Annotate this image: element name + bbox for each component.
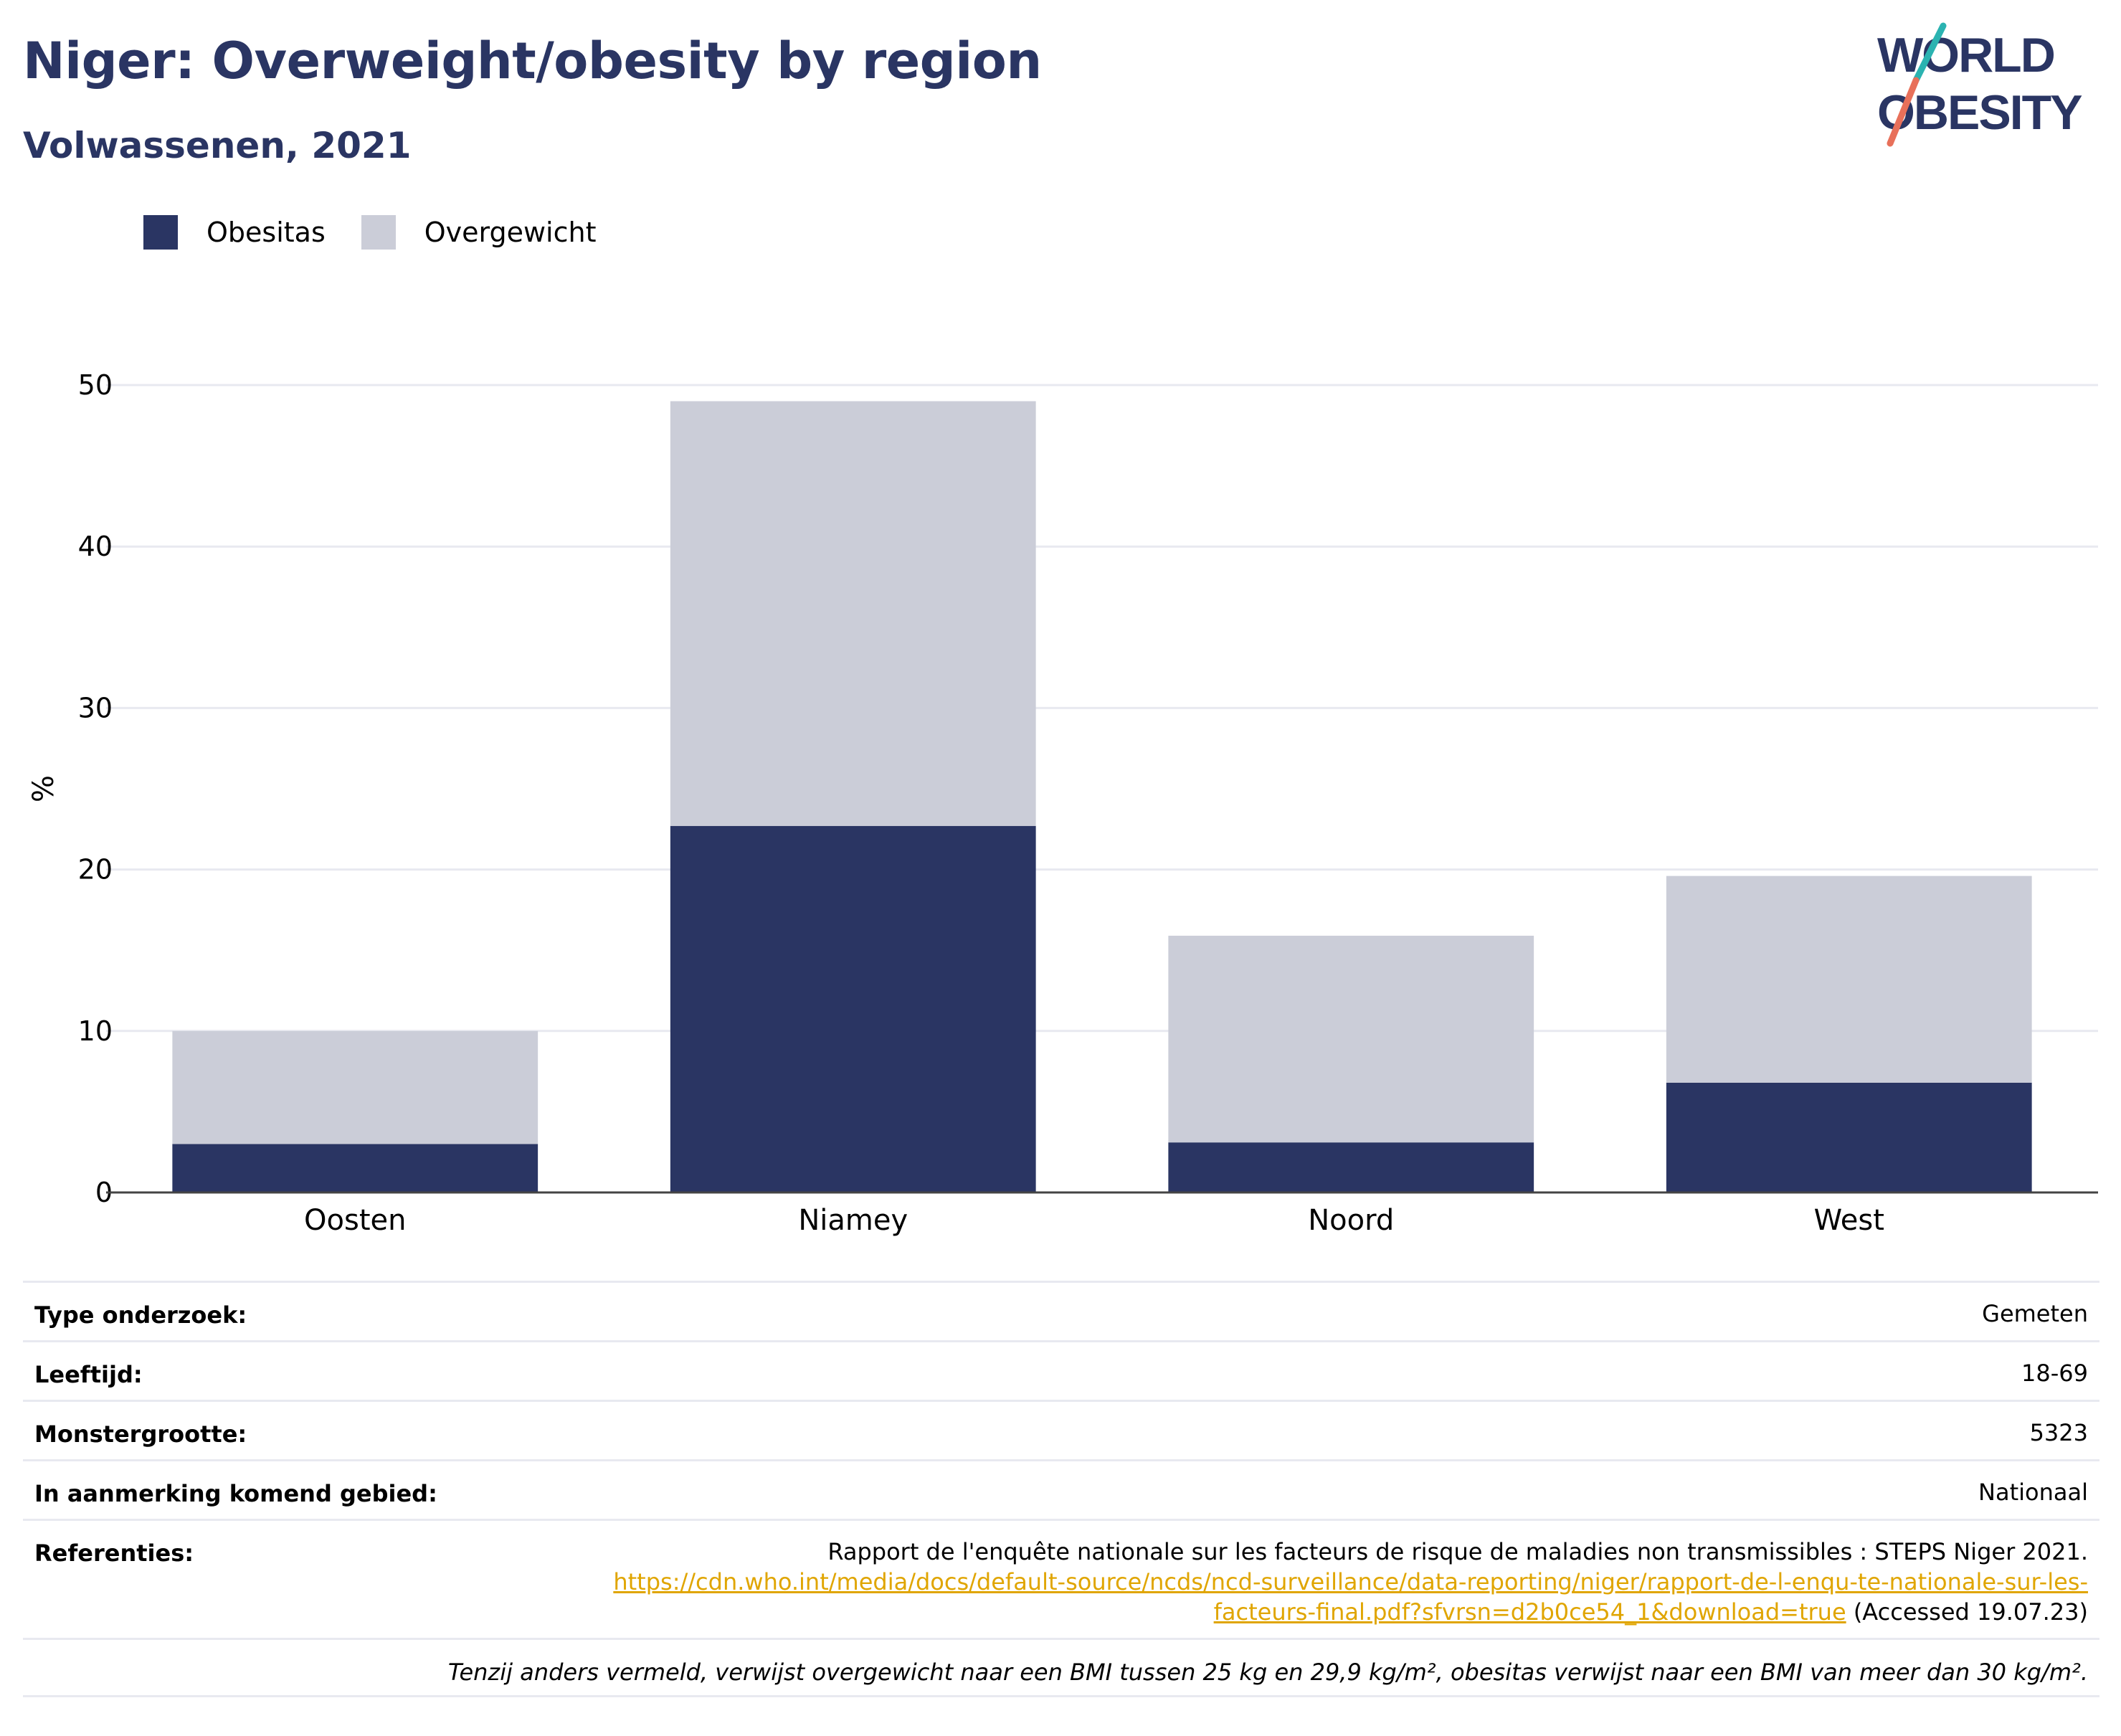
bar-overweight: [1168, 935, 1534, 1143]
info-key: Referenties:: [34, 1540, 194, 1567]
info-value: 18-69: [2021, 1360, 2088, 1387]
bar-overweight: [1666, 876, 2032, 1083]
bar-obesity: [1168, 1142, 1534, 1192]
world-obesity-logo: WORLD OBESITY: [1877, 22, 2084, 147]
y-tick-label: 20: [78, 854, 113, 886]
legend-label-overweight: Overgewicht: [424, 217, 597, 248]
info-key: Type onderzoek:: [34, 1301, 247, 1329]
info-row-footnote: Tenzij anders vermeld, verwijst overgewi…: [23, 1638, 2099, 1697]
info-row-references: Referenties: Rapport de l'enquête nation…: [23, 1519, 2099, 1638]
x-tick-label: Oosten: [304, 1204, 406, 1237]
info-value: Nationaal: [1978, 1479, 2088, 1506]
page-subtitle: Volwassenen, 2021: [23, 125, 412, 166]
svg-text:WORLD: WORLD: [1877, 28, 2054, 82]
info-value: 5323: [2029, 1419, 2088, 1446]
y-axis-label: %: [27, 775, 60, 802]
reference-link-line2[interactable]: facteurs-final.pdf?sfvrsn=d2b0ce54_1&dow…: [1213, 1598, 1846, 1626]
info-key: In aanmerking komend gebied:: [34, 1480, 437, 1507]
y-tick-label: 40: [78, 531, 113, 562]
y-tick-label: 10: [78, 1015, 113, 1047]
legend-label-obesity: Obesitas: [207, 217, 326, 248]
reference-text: Rapport de l'enquête nationale sur les f…: [827, 1538, 2088, 1565]
legend-item-overweight[interactable]: Overgewicht: [361, 215, 597, 250]
info-row-sample-size: Monstergrootte: 5323: [23, 1400, 2099, 1459]
reference-block: Rapport de l'enquête nationale sur les f…: [613, 1537, 2088, 1627]
page-title: Niger: Overweight/obesity by region: [23, 32, 1042, 90]
legend-swatch-overweight: [361, 215, 396, 250]
bar-overweight: [172, 1030, 538, 1144]
info-row-age: Leeftijd: 18-69: [23, 1340, 2099, 1400]
legend-swatch-obesity: [143, 215, 178, 250]
bar-obesity: [172, 1144, 538, 1192]
y-tick-label: 30: [78, 692, 113, 724]
x-tick-label: Noord: [1308, 1204, 1394, 1237]
footnote-text: Tenzij anders vermeld, verwijst overgewi…: [447, 1659, 2088, 1686]
info-row-survey-type: Type onderzoek: Gemeten: [23, 1281, 2099, 1340]
bar-obesity: [1666, 1082, 2032, 1192]
info-row-area: In aanmerking komend gebied: Nationaal: [23, 1459, 2099, 1519]
x-tick-label: West: [1814, 1204, 1884, 1237]
info-value: Gemeten: [1982, 1300, 2088, 1327]
info-key: Leeftijd:: [34, 1361, 143, 1388]
legend-item-obesity[interactable]: Obesitas: [143, 215, 326, 250]
reference-accessed: (Accessed 19.07.23): [1846, 1598, 2088, 1626]
y-tick-label: 50: [78, 369, 113, 401]
survey-info-table: Type onderzoek: Gemeten Leeftijd: 18-69 …: [23, 1281, 2099, 1697]
x-tick-label: Niamey: [798, 1204, 908, 1237]
bar-overweight: [670, 401, 1036, 826]
chart-legend: Obesitas Overgewicht: [143, 212, 632, 252]
info-key: Monstergrootte:: [34, 1420, 247, 1448]
bar-obesity: [670, 825, 1036, 1192]
reference-link-line1[interactable]: https://cdn.who.int/media/docs/default-s…: [613, 1568, 2088, 1595]
